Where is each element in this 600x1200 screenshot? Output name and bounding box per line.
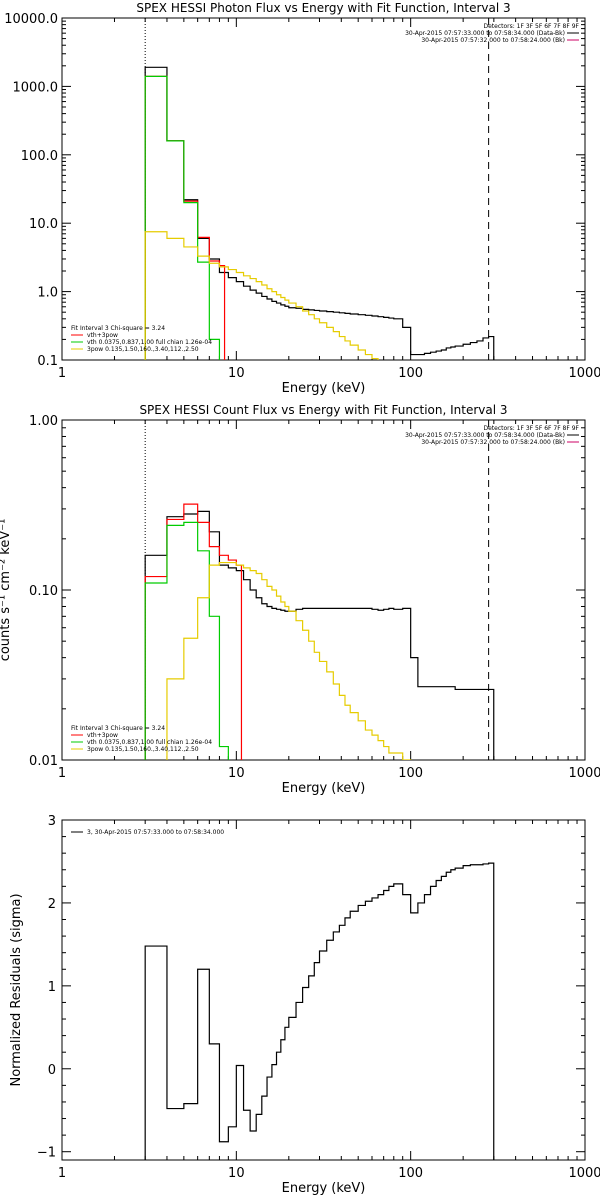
panel1-series-2 [144, 75, 221, 360]
panel1-y-tick-label: 100.0 [21, 149, 58, 164]
panel1-legend-right-entry: 30-Apr-2015 07:57:32.000 to 07:58:24.000… [421, 37, 565, 44]
panel2-series-1 [144, 503, 243, 760]
panel1-legend-detectors: Detectors: 1F 3F 5F 6F 7F 8F 9F [483, 23, 579, 30]
panel2-legend-left-entry: vth 0.0375,0.837,1.00 full chian 1.26e-0… [87, 739, 212, 746]
panel3-x-tick-label: 1 [58, 1166, 66, 1181]
panel2-y-tick-label: 0.10 [29, 584, 58, 599]
panel2-legend-detectors: Detectors: 1F 3F 5F 6F 7F 8F 9F [483, 425, 579, 432]
panel1-y-tick-label: 0.1 [37, 354, 58, 369]
panel3-series-0 [144, 862, 495, 1160]
panel1-y-tick-label: 1.0 [37, 286, 58, 301]
panel1-x-tick-label: 10 [228, 366, 245, 381]
panel2-x-tick-label: 1 [58, 766, 66, 781]
panel1-y-tick-label: 10000.0 [4, 12, 58, 27]
panel1-legend-right-entry: 30-Apr-2015 07:57:33.000 to 07:58:34.000… [405, 30, 565, 37]
panel3-y-tick-label: 0 [48, 1063, 56, 1078]
panel2-title: SPEX HESSI Count Flux vs Energy with Fit… [139, 403, 507, 417]
panel1-legend-fit: Fit Interval 3 Chi-square = 3.24 [71, 325, 165, 332]
panel1-legend-left-entry: vth 0.0375,0.837,1.00 full chian 1.26e-0… [87, 339, 212, 346]
panel1-x-axis-label: Energy (keV) [282, 381, 366, 396]
panel3-frame [61, 819, 586, 1161]
panel1-frame [61, 17, 586, 361]
panel2-legend-left-entry: vth+3pow [87, 732, 118, 739]
panel2-y-axis-label: counts s⁻¹ cm⁻² keV⁻¹ [0, 519, 13, 662]
panel2-legend-left-entry: 3pow 0.135,1.50,160.,3.40,112.,2.50 [87, 746, 199, 753]
panel3-legend-entry: 3, 30-Apr-2015 07:57:33.000 to 07:58:34.… [87, 829, 224, 836]
panel3-y-tick-label: 2 [48, 897, 56, 912]
panel2-y-tick-label: 1.00 [29, 414, 58, 429]
panel3-x-tick-label: 1000 [568, 1166, 600, 1181]
panel1-title: SPEX HESSI Photon Flux vs Energy with Fi… [136, 1, 510, 15]
panel2-x-tick-label: 100 [398, 766, 423, 781]
panel3-x-tick-label: 10 [228, 1166, 245, 1181]
panel1-series-1 [144, 75, 226, 360]
panel1-x-tick-label: 1 [58, 366, 66, 381]
panel1-series-0 [144, 66, 495, 360]
panel3-x-tick-label: 100 [398, 1166, 423, 1181]
panel2-series-0 [144, 510, 495, 760]
panel1-y-tick-label: 10.0 [29, 217, 58, 232]
panel3-x-axis-label: Energy (keV) [282, 1181, 366, 1196]
panel2-frame [61, 419, 586, 761]
panel2-series-2 [144, 521, 229, 760]
panel3-y-tick-label: 1 [48, 980, 56, 995]
panel2-series-3 [166, 561, 412, 760]
panel2-x-tick-label: 1000 [568, 766, 600, 781]
panel1-legend-left-entry: vth+3pow [87, 332, 118, 339]
panel2-legend-right-entry: 30-Apr-2015 07:57:33.000 to 07:58:34.000… [405, 432, 565, 439]
panel3-y-axis-label: Normalized Residuals (sigma) [9, 893, 24, 1086]
panel2-x-axis-label: Energy (keV) [282, 781, 366, 796]
panel1-x-tick-label: 100 [398, 366, 423, 381]
panel2-y-tick-label: 0.01 [29, 754, 58, 769]
panel3-y-tick-label: 3 [48, 814, 56, 829]
panel2-legend-fit: Fit Interval 3 Chi-square = 3.24 [71, 725, 165, 732]
panel1-y-tick-label: 1000.0 [13, 80, 59, 95]
panel1-x-tick-label: 1000 [568, 366, 600, 381]
panel1-series-3 [144, 231, 379, 360]
panel2-legend-right-entry: 30-Apr-2015 07:57:32.000 to 07:58:24.000… [421, 439, 565, 446]
panel2-x-tick-label: 10 [228, 766, 245, 781]
panel1-legend-left-entry: 3pow 0.135,1.50,160.,3.40,112.,2.50 [87, 346, 199, 353]
panel3-y-tick-label: −1 [37, 1146, 56, 1161]
